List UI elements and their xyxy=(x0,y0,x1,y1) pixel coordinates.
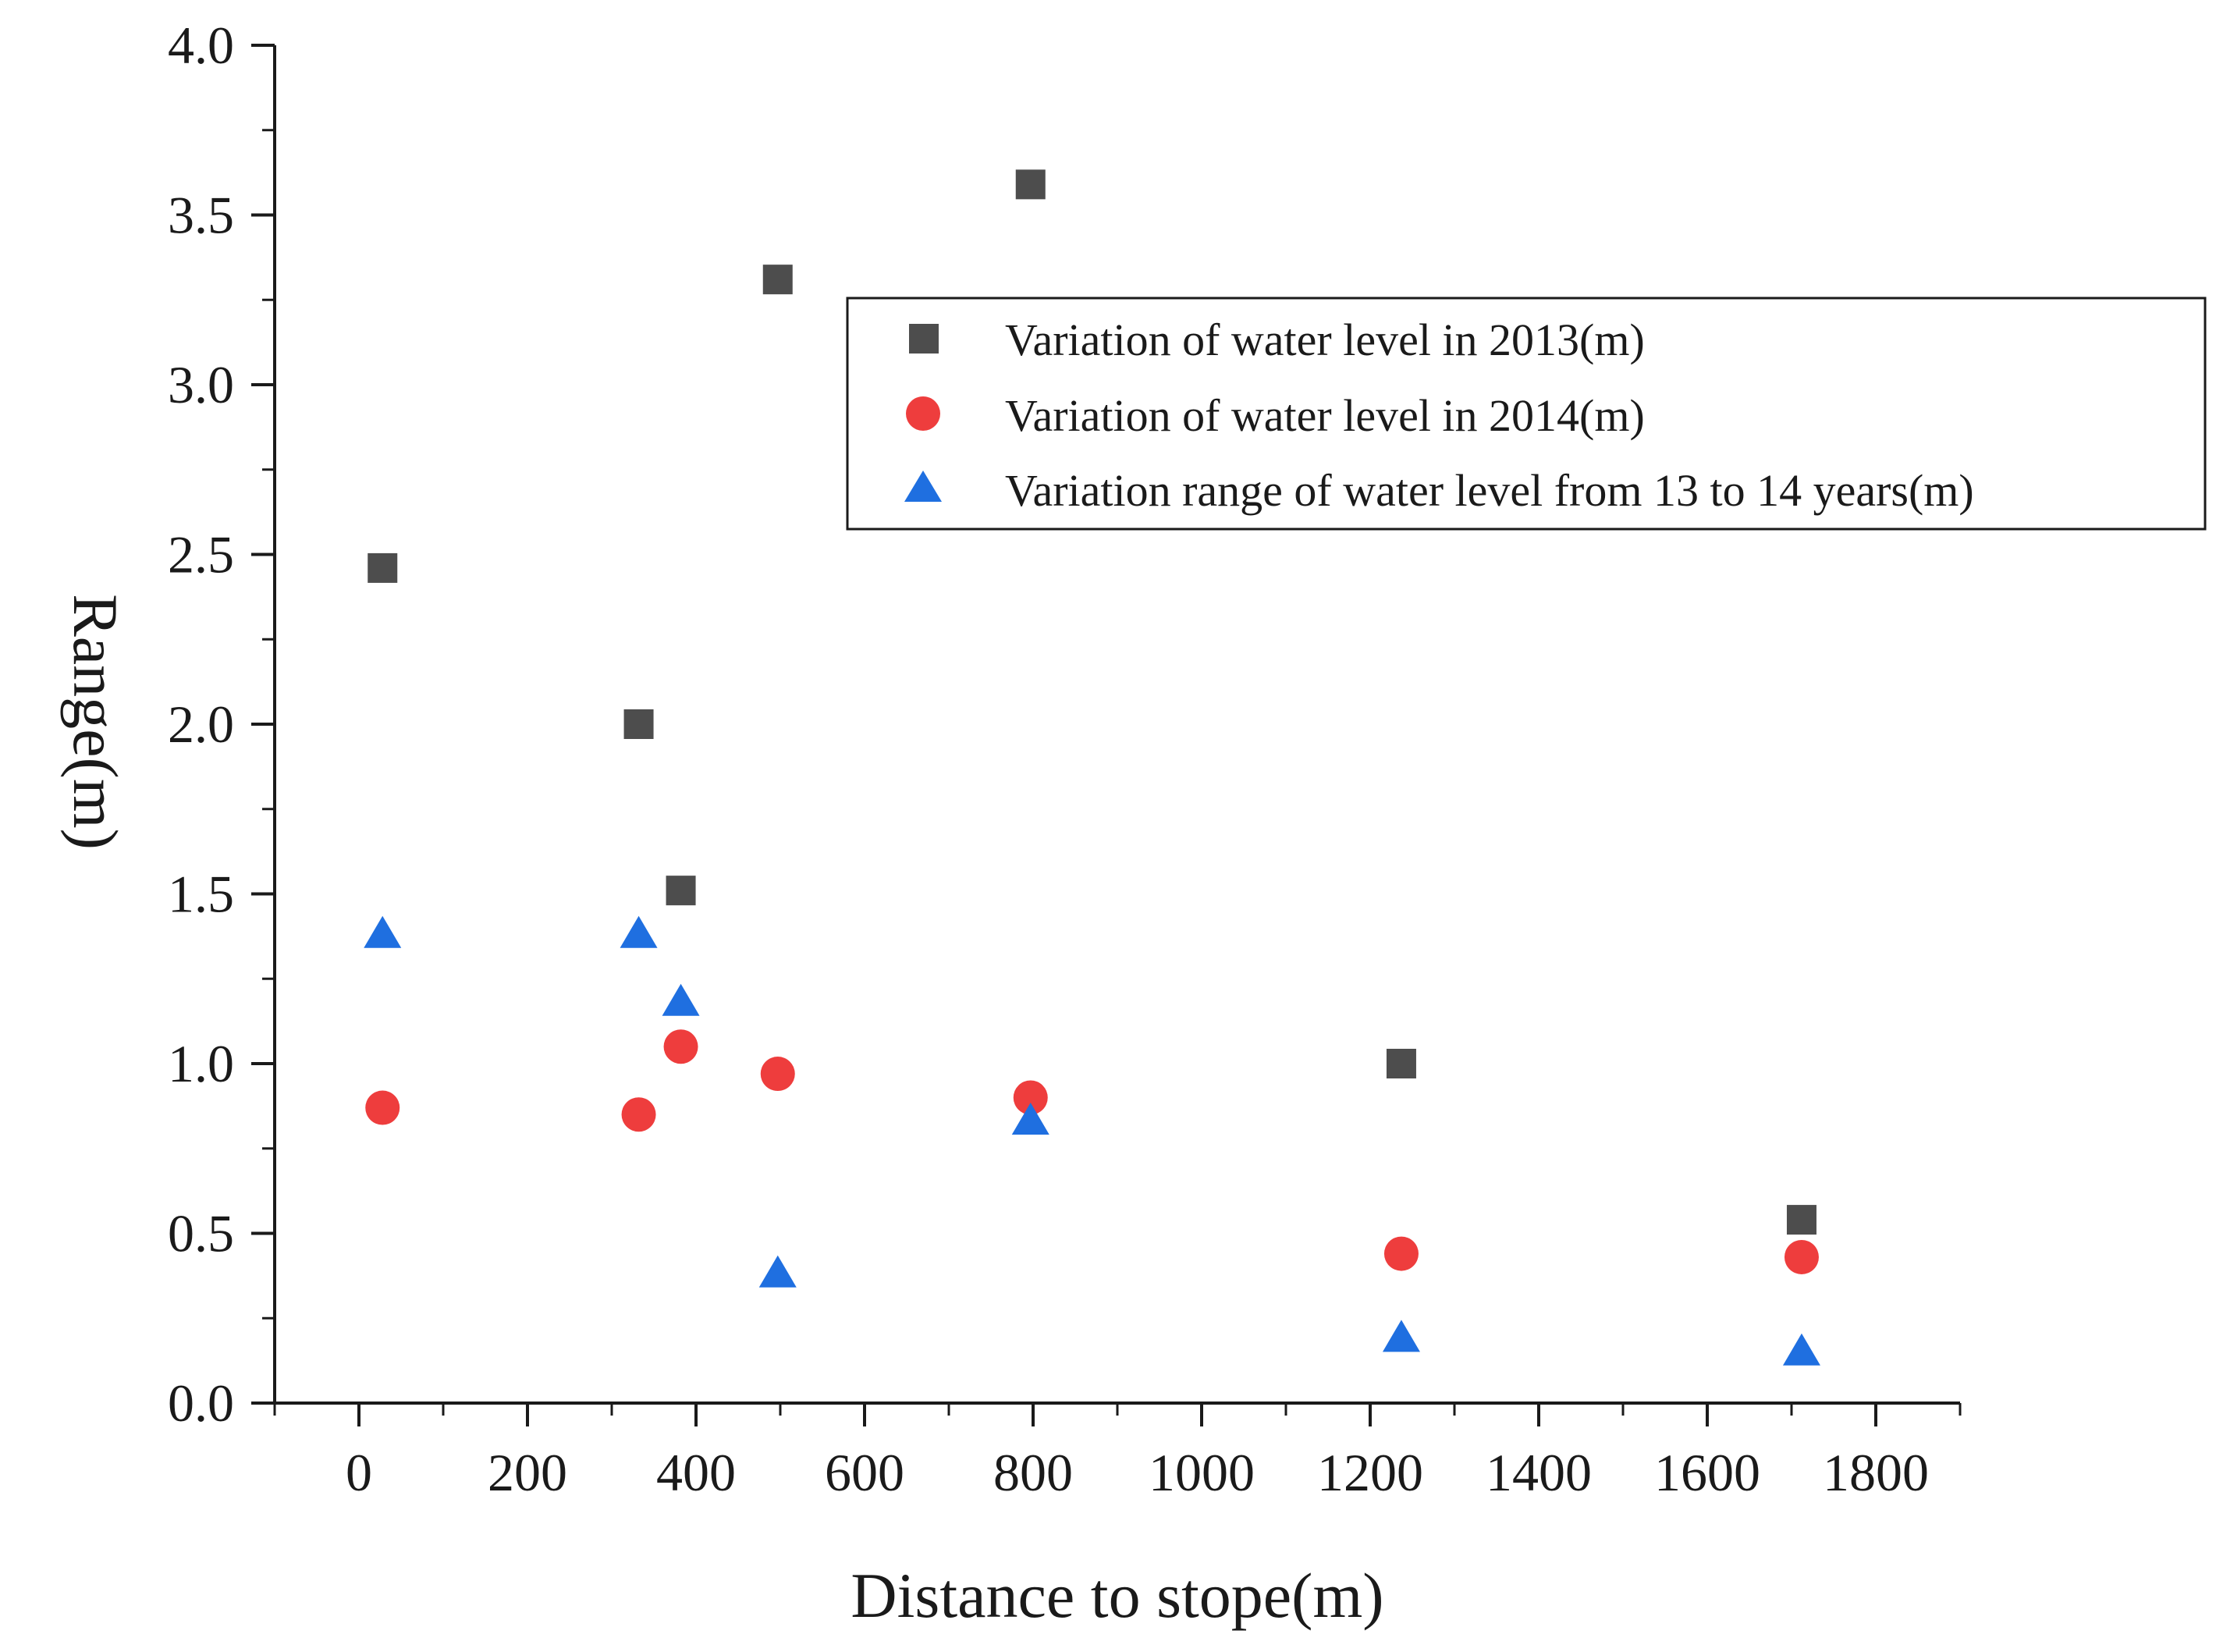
point-2013 xyxy=(1786,1205,1816,1235)
y-axis-title: Range(m) xyxy=(60,594,131,850)
y-tick-label: 3.5 xyxy=(168,186,234,245)
x-tick-label: 1200 xyxy=(1317,1443,1423,1502)
y-tick-label: 2.0 xyxy=(168,695,234,754)
legend-marker-2014 xyxy=(906,396,940,431)
point-range xyxy=(364,915,402,948)
x-tick-label: 800 xyxy=(993,1443,1073,1502)
point-range xyxy=(662,983,700,1016)
x-tick-label: 200 xyxy=(488,1443,567,1502)
y-tick-label: 0.5 xyxy=(168,1204,234,1263)
x-axis-title: Distance to stope(m) xyxy=(851,1560,1383,1631)
legend-label-2013: Variation of water level in 2013(m) xyxy=(1005,314,1645,365)
y-tick-label: 4.0 xyxy=(168,16,234,75)
legend-box xyxy=(846,297,2207,531)
legend: Variation of water level in 2013(m) Vari… xyxy=(846,297,2207,531)
point-range xyxy=(1011,1102,1049,1135)
y-tick-label: 2.5 xyxy=(168,525,234,584)
y-tick-label: 1.5 xyxy=(168,865,234,924)
axes xyxy=(273,45,1960,1405)
x-tick-label: 1000 xyxy=(1149,1443,1255,1502)
x-axis-ticks: 0 200 400 600 800 1000 1200 1400 1600 1800 xyxy=(273,1403,1962,1502)
point-2013 xyxy=(623,709,654,739)
legend-marker-range xyxy=(904,471,942,502)
y-tick-label: 0.0 xyxy=(168,1373,234,1433)
point-range xyxy=(1382,1320,1420,1352)
point-range xyxy=(1782,1333,1820,1366)
legend-label-range: Variation range of water level from 13 t… xyxy=(1005,465,1974,516)
point-2014 xyxy=(1784,1239,1819,1274)
y-axis-ticks: 0.0 0.5 1.0 1.5 2.0 2.5 3.0 3.5 4.0 xyxy=(168,16,275,1433)
x-tick-label: 400 xyxy=(656,1443,736,1502)
point-range xyxy=(620,915,658,948)
point-2013 xyxy=(762,265,793,295)
point-2014 xyxy=(663,1029,698,1064)
point-2013 xyxy=(368,552,398,583)
point-2014 xyxy=(365,1090,400,1125)
x-tick-label: 1600 xyxy=(1654,1443,1760,1502)
x-tick-label: 0 xyxy=(346,1443,372,1502)
point-2014 xyxy=(1013,1080,1048,1115)
point-2014 xyxy=(621,1097,656,1132)
y-tick-label: 1.0 xyxy=(168,1034,234,1093)
point-2013 xyxy=(666,876,696,906)
point-2014 xyxy=(760,1057,795,1092)
point-2013 xyxy=(1015,169,1046,200)
x-tick-label: 1800 xyxy=(1823,1443,1929,1502)
legend-marker-2013 xyxy=(909,324,939,353)
point-2014 xyxy=(1383,1236,1419,1271)
data-points xyxy=(364,169,1820,1366)
x-tick-label: 600 xyxy=(825,1443,904,1502)
legend-label-2014: Variation of water level in 2014(m) xyxy=(1005,390,1645,441)
y-tick-label: 3.0 xyxy=(168,355,234,414)
x-tick-label: 1400 xyxy=(1486,1443,1592,1502)
point-2013 xyxy=(1386,1049,1416,1078)
point-range xyxy=(758,1255,797,1288)
